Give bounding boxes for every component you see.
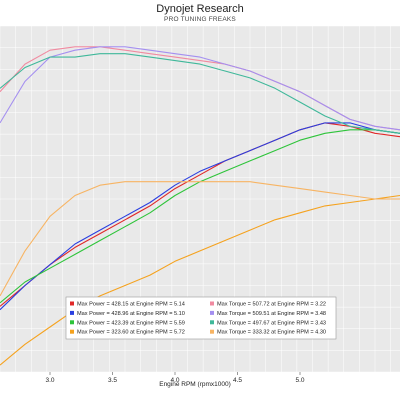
x-tick-label: 4.0 [170, 377, 179, 384]
legend: Max Power = 428.15 at Engine RPM = 5.14 M… [65, 296, 337, 340]
legend-swatch-teal [210, 320, 214, 325]
legend-entry-lavender: Max Torque = 509.51 at Engine RPM = 3.48 [217, 311, 326, 317]
legend-entry-orange: Max Power = 323.60 at Engine RPM = 5.72 [77, 330, 185, 336]
x-tick-label: 5.0 [295, 377, 304, 384]
chart-title: Dynojet Research [156, 3, 243, 15]
series-line-teal [0, 53, 400, 134]
legend-swatch-light_orange [210, 329, 214, 334]
legend-swatch-blue [70, 310, 74, 315]
x-axis-label: Engine RPM (rpmx1000) [159, 381, 231, 388]
legend-entry-blue: Max Power = 428.96 at Engine RPM = 5.10 [77, 311, 185, 317]
legend-entry-teal: Max Torque = 497.67 at Engine RPM = 3.43 [217, 320, 326, 326]
legend-entry-red: Max Power = 428.15 at Engine RPM = 5.14 [77, 302, 185, 308]
x-tick-label: 3.5 [108, 377, 117, 384]
series-line-lavender [0, 46, 400, 131]
legend-entry-green: Max Power = 423.39 at Engine RPM = 5.59 [77, 320, 185, 326]
x-tick-label: 4.5 [233, 377, 242, 384]
legend-swatch-pink [210, 301, 214, 306]
x-tick-label: 3.0 [45, 377, 54, 384]
x-axis-ticks: 3.0 3.5 4.0 4.5 5.0 [45, 372, 305, 384]
series-lines [0, 46, 400, 366]
chart-subtitle: PRO TUNING FREAKS [164, 16, 236, 23]
series-line-light_orange [0, 181, 400, 297]
legend-swatch-lavender [210, 310, 214, 315]
legend-swatch-red [70, 301, 74, 306]
legend-swatch-orange [70, 329, 74, 334]
legend-entry-light_orange: Max Torque = 333.32 at Engine RPM = 4.30 [217, 330, 326, 336]
legend-entry-pink: Max Torque = 507.72 at Engine RPM = 3.22 [217, 302, 326, 308]
legend-swatch-green [70, 320, 74, 325]
legend-box [65, 296, 337, 340]
series-line-blue [0, 122, 400, 311]
series-line-red [0, 122, 400, 307]
